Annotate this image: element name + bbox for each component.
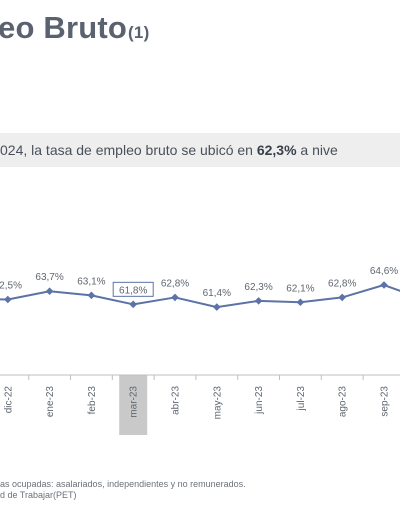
data-label-sep-23: 64,6% (370, 266, 398, 277)
data-label-jul-23: 62,1% (286, 283, 314, 294)
page-title-text: eo Bruto (0, 10, 128, 45)
employment-rate-line-chart: 62,5% 63,7% 63,1% 61,8% 62,8% 61,4% 62,3% 62,1%… (0, 266, 400, 435)
series-line (0, 284, 400, 309)
data-label-mar-23: 61,8% (119, 285, 147, 296)
summary-text-after: a nive (296, 142, 338, 158)
data-point-jul-23 (296, 298, 305, 307)
summary-text: 024, la tasa de empleo bruto se ubicó en… (0, 142, 400, 158)
x-tick-label-may-23: may-23 (212, 386, 223, 420)
footnotes: as ocupadas: asalariados, independientes… (0, 479, 246, 501)
summary-highlight-value: 62,3% (256, 142, 297, 158)
x-tick-label-dic-22: dic-22 (3, 386, 14, 414)
data-point-jun-23 (254, 297, 263, 305)
data-point-feb-23 (87, 291, 96, 300)
title-footnote-marker: (1) (128, 23, 150, 42)
highlight-band-mar-23 (119, 375, 148, 435)
data-label-dic-22: 62,5% (0, 281, 22, 292)
data-label-feb-23: 63,1% (77, 276, 105, 287)
footnote-line-2: d de Trabajar(PET) (0, 490, 77, 500)
x-tick-label-feb-23: feb-23 (87, 386, 98, 415)
summary-text-before: 024, la tasa de empleo bruto se ubicó en (0, 142, 257, 158)
page-title: eo Bruto(1) (0, 10, 149, 46)
x-tick-label-mar-23: mar-23 (129, 386, 140, 418)
data-point-abr-23 (171, 293, 179, 302)
footnote-line-1: as ocupadas: asalariados, independientes… (0, 479, 246, 489)
x-tick-label-ago-23: ago-23 (338, 386, 349, 418)
x-tick-label-abr-23: abr-23 (171, 386, 182, 415)
data-label-may-23: 61,4% (203, 288, 231, 299)
x-tick-label-jun-23: jun-23 (254, 386, 265, 415)
data-label-ago-23: 62,8% (328, 278, 356, 289)
data-point-may-23 (213, 303, 221, 311)
data-label-abr-23: 62,8% (161, 278, 189, 289)
data-label-jun-23: 62,3% (244, 282, 272, 293)
x-tick-label-jul-23: jul-23 (296, 386, 307, 412)
data-point-mar-23 (129, 300, 137, 309)
summary-banner (0, 133, 400, 167)
x-tick-label-ene-23: ene-23 (45, 386, 56, 418)
highlight-label-box (112, 281, 154, 297)
data-label-ene-23: 63,7% (35, 272, 63, 283)
data-point-ago-23 (338, 293, 346, 302)
data-point-sep-23 (380, 281, 388, 289)
data-point-ene-23 (45, 287, 54, 296)
data-point-dic-22 (4, 295, 12, 304)
x-tick-label-sep-23: sep-23 (380, 386, 391, 417)
